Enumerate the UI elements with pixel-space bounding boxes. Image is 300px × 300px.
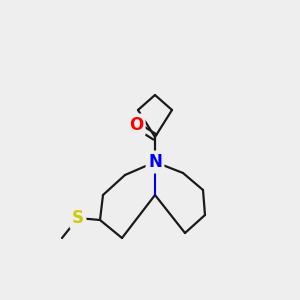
Text: O: O xyxy=(129,116,143,134)
Text: N: N xyxy=(148,153,162,171)
Text: S: S xyxy=(72,209,84,227)
